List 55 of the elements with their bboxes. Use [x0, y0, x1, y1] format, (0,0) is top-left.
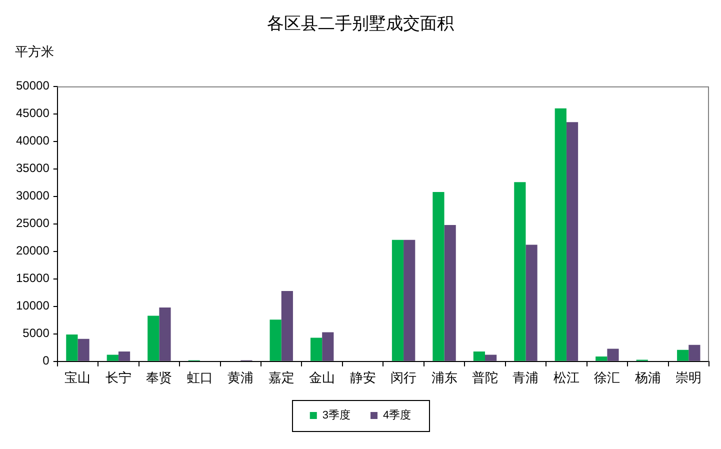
bar [688, 344, 700, 361]
x-tick-label: 松江 [553, 370, 580, 385]
bar [281, 291, 293, 361]
legend-label: 3季度 [322, 408, 351, 422]
bar [554, 108, 566, 361]
bar [596, 356, 608, 361]
bar [607, 348, 619, 361]
x-tick-label: 宝山 [64, 370, 91, 385]
y-tick-label: 35000 [16, 161, 50, 176]
y-tick-label: 10000 [16, 298, 50, 313]
x-tick-label: 长宁 [105, 370, 132, 385]
bar [118, 352, 130, 361]
bar [392, 240, 404, 361]
bar [106, 354, 118, 361]
x-tick-label: 徐汇 [594, 370, 620, 385]
bar [526, 244, 538, 361]
y-tick-label: 0 [42, 354, 50, 368]
bar [432, 192, 444, 361]
y-tick-label: 50000 [16, 78, 50, 93]
x-tick-label: 闵行 [390, 370, 417, 385]
bar [148, 316, 160, 361]
x-tick-label: 普陀 [472, 370, 498, 385]
y-tick-label: 20000 [16, 244, 50, 258]
y-tick-label: 25000 [16, 216, 50, 230]
y-tick-label: 15000 [16, 271, 50, 286]
x-tick-label: 奉贤 [146, 370, 172, 385]
y-tick-label: 45000 [16, 106, 50, 120]
bar [444, 225, 456, 361]
bar [322, 332, 334, 361]
bar [78, 338, 90, 361]
chart-title: 各区县二手别墅成交面积 [267, 14, 454, 33]
bar [404, 240, 416, 361]
bar [485, 354, 497, 361]
y-tick-label: 5000 [22, 326, 50, 340]
bar [473, 352, 485, 361]
x-tick-label: 虹口 [186, 370, 213, 385]
x-tick-label: 青浦 [512, 370, 539, 385]
y-tick-label: 30000 [16, 188, 50, 203]
bar [66, 334, 78, 361]
y-tick-label: 40000 [16, 134, 50, 148]
y-axis-title: 平方米 [15, 44, 54, 59]
bar [677, 350, 689, 361]
bar [566, 122, 578, 361]
x-tick-label: 浦东 [431, 370, 458, 385]
x-tick-label: 崇明 [676, 370, 702, 385]
legend-label: 4季度 [383, 408, 412, 422]
x-tick-label: 嘉定 [268, 370, 294, 385]
x-tick-label: 静安 [350, 370, 376, 385]
x-tick-label: 杨浦 [634, 370, 661, 385]
bar [310, 338, 322, 361]
bar [270, 320, 282, 361]
x-tick-label: 黄浦 [228, 370, 254, 385]
bar [159, 308, 171, 361]
x-tick-label: 金山 [309, 370, 336, 385]
bar [514, 182, 526, 361]
